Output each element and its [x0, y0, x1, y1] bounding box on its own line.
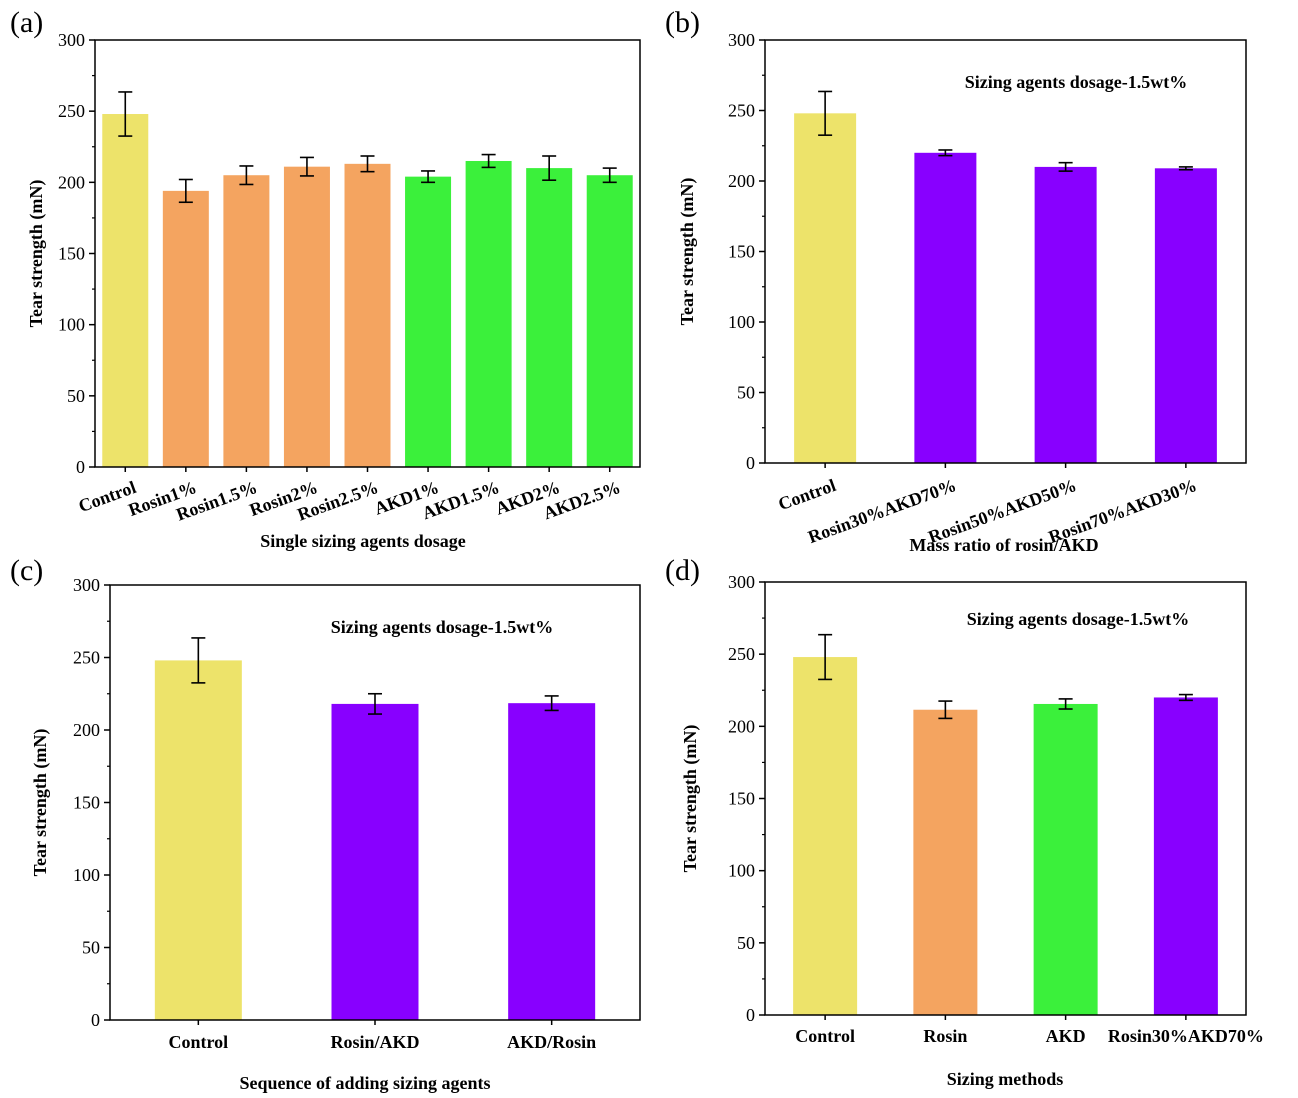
annotation: Sizing agents dosage-1.5wt% [967, 609, 1190, 629]
x-tick-label: Rosin [923, 1026, 967, 1046]
bar-rosin2-5- [344, 163, 391, 467]
error-bar [191, 637, 206, 684]
x-tick-label: Control [776, 475, 839, 514]
bar-rosin70-akd30- [1154, 168, 1217, 463]
error-bar [299, 156, 314, 177]
y-tick-label: 100 [58, 315, 85, 335]
error-bar [818, 90, 833, 136]
y-tick-label: 50 [737, 933, 755, 953]
y-tick-label: 100 [73, 865, 100, 885]
y-tick-label: 250 [728, 644, 755, 664]
panel-letter: (a) [10, 6, 43, 39]
bar-rosin2- [283, 166, 330, 467]
y-tick-label: 200 [728, 171, 755, 191]
y-axis-title: Tear strength (mN) [677, 178, 698, 326]
error-bar [360, 155, 375, 173]
error-bar [1178, 693, 1193, 702]
x-tick-label: Rosin30%AKD70% [1108, 1026, 1264, 1046]
x-tick-label: Control [795, 1026, 855, 1046]
y-tick-label: 300 [58, 30, 85, 50]
error-bar [1058, 161, 1073, 172]
y-tick-label: 150 [728, 789, 755, 809]
y-tick-label: 150 [73, 793, 100, 813]
y-tick-label: 0 [746, 1005, 755, 1025]
bar-akd1-5- [465, 160, 512, 467]
y-tick-label: 200 [728, 716, 755, 736]
bar-akd2-5- [586, 175, 633, 467]
chart-panel-3: (c) 0 50 100 150 200 250 300 Control Rosin/AKD AKD… [10, 554, 641, 1093]
error-bar [421, 170, 436, 184]
bar-rosin [913, 709, 978, 1015]
x-axis-title: Sequence of adding sizing agents [239, 1073, 490, 1093]
bar-akd [1033, 703, 1098, 1015]
y-tick-label: 100 [728, 861, 755, 881]
bar-rosin1- [162, 190, 209, 467]
y-tick-label: 250 [73, 648, 100, 668]
error-bar [118, 91, 133, 137]
bar-akd1- [405, 176, 452, 467]
y-tick-label: 0 [76, 457, 85, 477]
bar-rosin50-akd50- [1034, 166, 1097, 463]
bar-rosin30-akd70- [1153, 697, 1218, 1015]
bar-control [102, 114, 149, 467]
error-bar [1178, 166, 1193, 171]
x-tick-label: Control [168, 1032, 228, 1052]
annotation: Sizing agents dosage-1.5wt% [965, 72, 1188, 92]
y-axis-title: Tear strength (mN) [26, 180, 47, 328]
chart-panel-4: (d) 0 50 100 150 200 250 300 Control Rosin AKD Rosi… [665, 554, 1264, 1089]
error-bar [938, 149, 953, 157]
chart-panel-2: (b)050100150200250300ControlRosin30%AKD7… [665, 6, 1247, 555]
error-bar [602, 167, 617, 184]
y-tick-label: 300 [728, 30, 755, 50]
x-tick-label: AKD [1046, 1026, 1086, 1046]
error-bar [544, 695, 559, 712]
bar-control [793, 657, 858, 1015]
error-bar [818, 633, 833, 681]
x-axis-title: Sizing methods [947, 1069, 1064, 1089]
error-bar [542, 155, 557, 181]
y-axis-title: Tear strength (mN) [680, 725, 701, 873]
y-tick-label: 300 [728, 572, 755, 592]
bar-rosin-akd [331, 703, 419, 1020]
y-tick-label: 150 [728, 242, 755, 262]
x-tick-label: Rosin/AKD [330, 1032, 419, 1052]
x-tick-label: AKD/Rosin [507, 1032, 596, 1052]
error-bar [1058, 698, 1073, 710]
error-bar [938, 700, 953, 720]
y-tick-label: 250 [58, 101, 85, 121]
error-bar [178, 178, 193, 204]
y-tick-label: 50 [67, 386, 85, 406]
bar-rosin30-akd70- [914, 152, 977, 464]
bar-rosin1-5- [223, 175, 270, 467]
bar-akd-rosin [508, 703, 596, 1020]
error-bar [368, 692, 382, 715]
y-tick-label: 300 [73, 575, 100, 595]
y-tick-label: 50 [737, 383, 755, 403]
y-tick-label: 150 [58, 244, 85, 264]
y-axis-title: Tear strength (mN) [30, 729, 51, 877]
y-tick-label: 200 [73, 720, 100, 740]
chart-panel-1: (a)050100150200250300ControlRosin1%Rosin… [10, 6, 641, 551]
bar-control [154, 660, 242, 1020]
y-tick-label: 50 [82, 938, 100, 958]
panel-letter: (c) [10, 554, 43, 587]
y-tick-label: 200 [58, 172, 85, 192]
annotation: Sizing agents dosage-1.5wt% [331, 617, 554, 637]
error-bar [239, 165, 254, 186]
x-axis-title: Mass ratio of rosin/AKD [909, 535, 1098, 555]
y-tick-label: 100 [728, 312, 755, 332]
error-bar [481, 153, 496, 169]
y-tick-label: 250 [728, 101, 755, 121]
bar-control [794, 113, 857, 463]
bar-akd2- [526, 168, 573, 467]
y-tick-label: 0 [746, 453, 755, 473]
x-axis-title: Single sizing agents dosage [260, 531, 466, 551]
panel-letter: (b) [665, 6, 700, 39]
y-tick-label: 0 [91, 1010, 100, 1030]
panel-letter: (d) [665, 554, 700, 587]
